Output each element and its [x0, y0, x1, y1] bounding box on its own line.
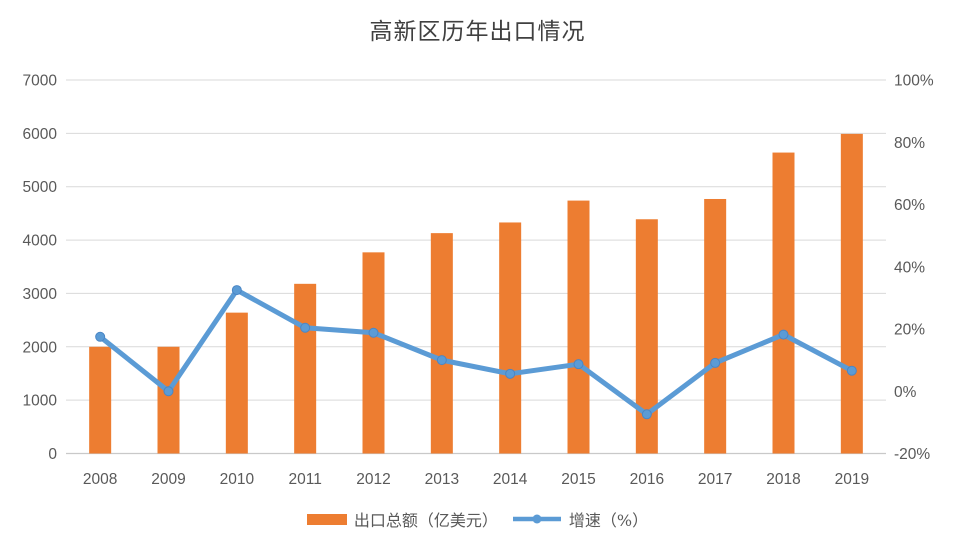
bar-2010 [225, 312, 248, 454]
y-axis-right-label: 0% [894, 384, 917, 401]
bar-2018 [772, 152, 795, 454]
y-axis-right-label: 40% [894, 259, 925, 276]
x-axis-label-2019: 2019 [835, 471, 869, 488]
y-axis-left-label: 7000 [23, 73, 58, 90]
x-axis-label-2009: 2009 [151, 471, 185, 488]
legend-item-growth: 增速（%） [512, 507, 648, 531]
x-axis-label-2012: 2012 [356, 471, 390, 488]
y-axis-left-label: 1000 [23, 393, 58, 410]
bar-2009 [157, 346, 180, 454]
y-axis-right-label: 20% [894, 322, 925, 339]
line-marker-2017 [710, 357, 721, 368]
bar-2012 [362, 252, 385, 454]
y-axis-left-label: 3000 [23, 286, 58, 303]
line-marker-2019 [846, 365, 857, 376]
chart-title: 高新区历年出口情况 [369, 19, 586, 45]
growth-line [97, 287, 855, 417]
y-axis-right-label: 100% [894, 73, 934, 90]
bar-2011 [294, 283, 317, 454]
line-marker-2016 [641, 409, 652, 420]
bar-2019 [840, 133, 863, 454]
x-axis-label-2015: 2015 [561, 471, 595, 488]
y-axis-left-label: 2000 [23, 339, 58, 356]
legend-item-exports: 出口总额（亿美元） [306, 507, 498, 531]
y-axis-right-label: -20% [894, 446, 930, 463]
line-marker-2014 [505, 368, 516, 379]
x-axis-label-2013: 2013 [425, 471, 459, 488]
line-marker-2008 [95, 331, 106, 342]
x-axis-label-2008: 2008 [83, 471, 117, 488]
x-axis-label-2016: 2016 [630, 471, 664, 488]
y-axis-right-label: 80% [894, 135, 925, 152]
y-axis-left-label: 4000 [23, 233, 58, 250]
line-marker-2010 [231, 285, 242, 296]
legend-label-exports: 出口总额（亿美元） [353, 511, 498, 530]
legend-label-growth: 增速（%） [568, 511, 649, 530]
bar-2008 [89, 346, 112, 454]
legend-bar-swatch-icon [306, 513, 347, 525]
x-axis-label-2014: 2014 [493, 471, 528, 488]
line-marker-2012 [368, 327, 379, 338]
x-axis-label-2018: 2018 [766, 471, 800, 488]
x-axis-label-2017: 2017 [698, 471, 732, 488]
x-axis-label-2011: 2011 [288, 471, 321, 488]
bar-2016 [635, 219, 658, 454]
y-axis-left-label: 0 [48, 446, 57, 463]
x-axis-label-2010: 2010 [220, 471, 255, 488]
line-marker-2013 [436, 355, 447, 366]
line-marker-2009 [163, 386, 174, 397]
y-axis-left-label: 6000 [23, 126, 58, 143]
bar-2015 [567, 200, 590, 454]
line-marker-2018 [778, 329, 789, 340]
legend: 出口总额（亿美元） 增速（%） [0, 507, 955, 531]
bar-2014 [499, 222, 522, 454]
y-axis-right-label: 60% [894, 197, 925, 214]
bar-2017 [704, 198, 727, 454]
line-marker-2015 [573, 359, 584, 370]
line-marker-2011 [300, 322, 311, 333]
bar-2013 [430, 233, 453, 454]
legend-line-swatch-icon [512, 514, 561, 524]
y-axis-left-label: 5000 [23, 179, 58, 196]
